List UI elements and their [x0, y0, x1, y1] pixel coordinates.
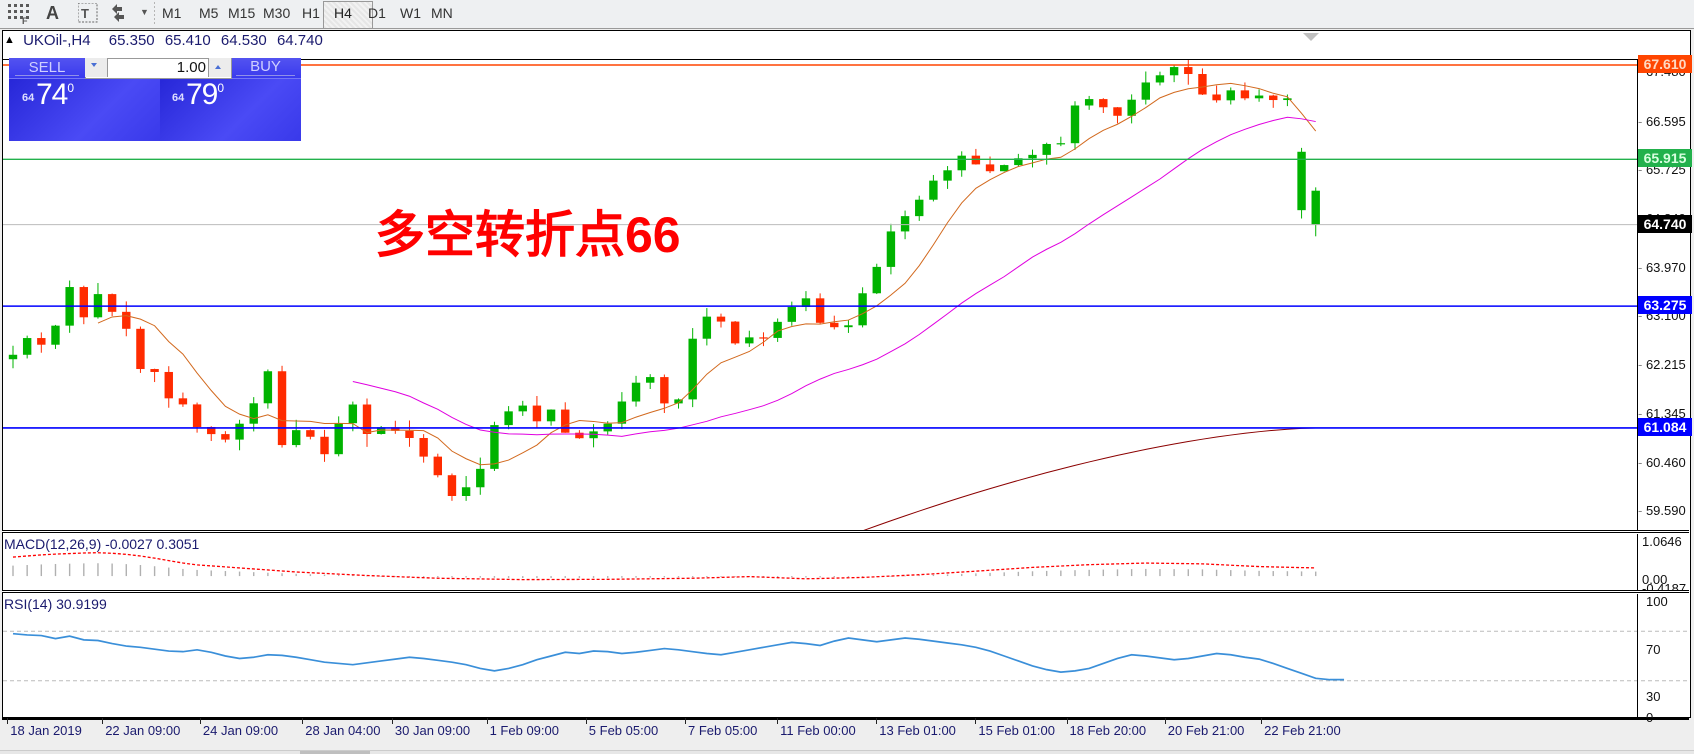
svg-text:F: F — [22, 16, 28, 24]
svg-text:T: T — [81, 6, 89, 21]
